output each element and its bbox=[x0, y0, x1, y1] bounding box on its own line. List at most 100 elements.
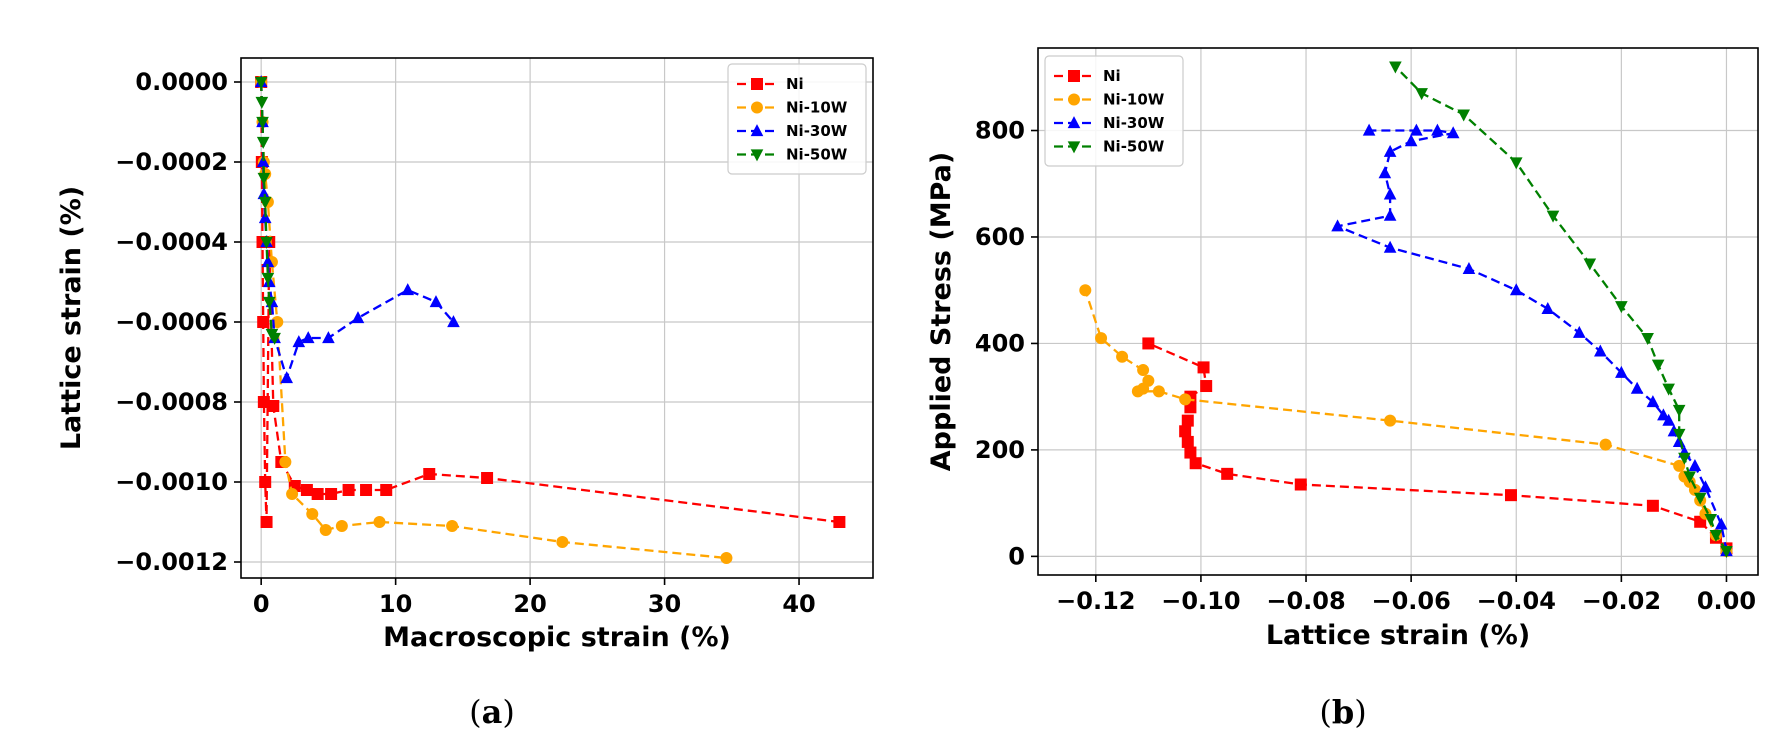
line-ni-10w-b bbox=[1084, 289, 1728, 552]
point-ni-50w-b-17 bbox=[1389, 61, 1402, 74]
point-ni-30w-a-4 bbox=[258, 211, 272, 224]
point-ni-30w-b-26 bbox=[1410, 123, 1423, 136]
point-ni-a-12 bbox=[311, 488, 324, 500]
point-ni-10w-a-14 bbox=[556, 536, 569, 548]
point-ni-50w-b-11 bbox=[1615, 301, 1628, 314]
point-ni-30w-a-14 bbox=[351, 311, 365, 324]
point-ni-50w-b-0 bbox=[1720, 545, 1733, 558]
point-ni-a-19 bbox=[833, 516, 846, 528]
point-ni-30w-b-18 bbox=[1331, 219, 1344, 232]
x-tick-label-a-0: 0 bbox=[253, 590, 270, 618]
point-ni-b-5 bbox=[1294, 478, 1307, 491]
point-ni-30w-a-10 bbox=[280, 371, 294, 384]
point-ni-50w-b-13 bbox=[1546, 210, 1560, 223]
legend-label-ni-10w-a: Ni-10W bbox=[786, 99, 848, 117]
x-tick-label-b-2: −0.08 bbox=[1266, 587, 1345, 615]
point-ni-a-6 bbox=[260, 516, 273, 528]
point-ni-a-16 bbox=[380, 484, 393, 496]
chart-panel-b: −0.12 −0.10 −0.08 −0.06 −0.04 −0.02 0.00 0 200 40… bbox=[926, 47, 1759, 651]
point-ni-50w-a-10 bbox=[268, 332, 281, 345]
point-ni-30w-b-11 bbox=[1615, 365, 1628, 378]
point-ni-10w-a-8 bbox=[286, 488, 299, 500]
point-ni-10w-a-15 bbox=[720, 552, 733, 564]
point-ni-50w-b-4 bbox=[1683, 471, 1696, 484]
point-ni-a-8 bbox=[267, 400, 280, 412]
point-ni-50w-b-10 bbox=[1641, 333, 1654, 346]
point-ni-10w-b-18 bbox=[1079, 284, 1092, 297]
point-ni-10w-a-9 bbox=[306, 508, 319, 520]
x-tick-label-a-2: 20 bbox=[513, 590, 546, 618]
point-ni-30w-b-10 bbox=[1630, 381, 1644, 394]
x-tick-label-a-4: 40 bbox=[782, 590, 815, 618]
y-tick-label-a-0: 0.0000 bbox=[135, 68, 228, 96]
point-ni-50w-a-2 bbox=[256, 116, 269, 129]
caption-a-letter: a bbox=[482, 693, 503, 731]
point-ni-b-16 bbox=[1142, 337, 1155, 350]
point-ni-50w-b-3 bbox=[1693, 492, 1707, 505]
point-ni-b-11 bbox=[1181, 414, 1194, 427]
point-ni-10w-b-17 bbox=[1095, 332, 1108, 345]
point-ni-10w-b-14 bbox=[1142, 374, 1155, 387]
caption-b: (b) bbox=[1319, 693, 1366, 731]
point-ni-b-4 bbox=[1504, 489, 1517, 502]
point-ni-50w-b-5 bbox=[1678, 452, 1691, 465]
legend-label-ni-b: Ni bbox=[1103, 67, 1121, 85]
x-tick-label-a-1: 10 bbox=[379, 590, 412, 618]
legend-label-ni-50w-b: Ni-50W bbox=[1103, 138, 1165, 156]
point-ni-50w-b-1 bbox=[1709, 529, 1723, 542]
point-ni-30w-b-17 bbox=[1383, 240, 1397, 253]
y-tick-label-b-4: 800 bbox=[975, 117, 1025, 145]
x-tick-label-b-6: 0.00 bbox=[1697, 587, 1756, 615]
series-ni-b bbox=[1142, 337, 1733, 555]
series-ni-30w-a bbox=[254, 75, 460, 384]
point-ni-30w-b-23 bbox=[1404, 134, 1418, 147]
point-ni-30w-b-13 bbox=[1573, 325, 1586, 338]
point-ni-30w-b-25 bbox=[1431, 123, 1444, 136]
point-ni-30w-b-9 bbox=[1646, 395, 1660, 408]
point-ni-b-9 bbox=[1181, 435, 1194, 448]
point-ni-50w-a-8 bbox=[262, 296, 276, 309]
point-ni-30w-a-13 bbox=[322, 331, 335, 344]
point-ni-a-14 bbox=[342, 484, 355, 496]
series-ni-50w-a bbox=[254, 76, 281, 345]
point-ni-b-15 bbox=[1197, 361, 1210, 374]
series-ni-10w-b bbox=[1079, 284, 1733, 558]
caption-a: (a) bbox=[469, 693, 515, 731]
point-ni-30w-b-24 bbox=[1446, 126, 1460, 139]
legend-box-a bbox=[727, 63, 867, 175]
point-ni-a-18 bbox=[481, 472, 494, 484]
series-ni-30w-b bbox=[1331, 123, 1733, 557]
point-ni-50w-b-7 bbox=[1672, 404, 1686, 417]
point-ni-30w-b-2 bbox=[1699, 480, 1712, 493]
point-ni-b-10 bbox=[1179, 425, 1192, 438]
plot-frame-b bbox=[1037, 47, 1759, 576]
point-ni-30w-a-3 bbox=[257, 187, 271, 200]
legend-marker-ni-50w-b bbox=[1067, 141, 1081, 154]
point-ni-10w-b-8 bbox=[1599, 438, 1612, 451]
series-ni-50w-b bbox=[1389, 61, 1733, 558]
line-ni-10w-a bbox=[260, 81, 727, 560]
y-tick-label-a-4: −0.0008 bbox=[115, 388, 228, 416]
legend-box-b bbox=[1044, 55, 1184, 167]
y-tick-label-a-1: −0.0002 bbox=[115, 148, 228, 176]
point-ni-50w-a-6 bbox=[260, 236, 273, 249]
point-ni-a-15 bbox=[360, 484, 373, 496]
point-ni-50w-b-6 bbox=[1672, 428, 1686, 441]
point-ni-30w-a-16 bbox=[429, 295, 443, 308]
point-ni-10w-b-11 bbox=[1152, 385, 1165, 398]
point-ni-10w-a-10 bbox=[319, 524, 332, 536]
legend-label-ni-a: Ni bbox=[786, 75, 804, 93]
point-ni-30w-a-15 bbox=[401, 283, 415, 296]
y-tick-label-b-1: 200 bbox=[975, 436, 1025, 464]
point-ni-10w-a-13 bbox=[446, 520, 459, 532]
point-ni-b-6 bbox=[1221, 467, 1234, 480]
point-ni-50w-b-2 bbox=[1704, 514, 1718, 527]
point-ni-10w-a-7 bbox=[279, 456, 292, 468]
x-tick-label-b-0: −0.12 bbox=[1056, 587, 1135, 615]
point-ni-50w-a-3 bbox=[256, 136, 270, 149]
line-ni-30w-a bbox=[260, 81, 455, 382]
point-ni-50w-a-7 bbox=[261, 272, 275, 285]
point-ni-50w-b-15 bbox=[1457, 109, 1470, 122]
point-ni-30w-b-15 bbox=[1509, 283, 1523, 296]
y-tick-label-a-2: −0.0004 bbox=[115, 228, 228, 256]
